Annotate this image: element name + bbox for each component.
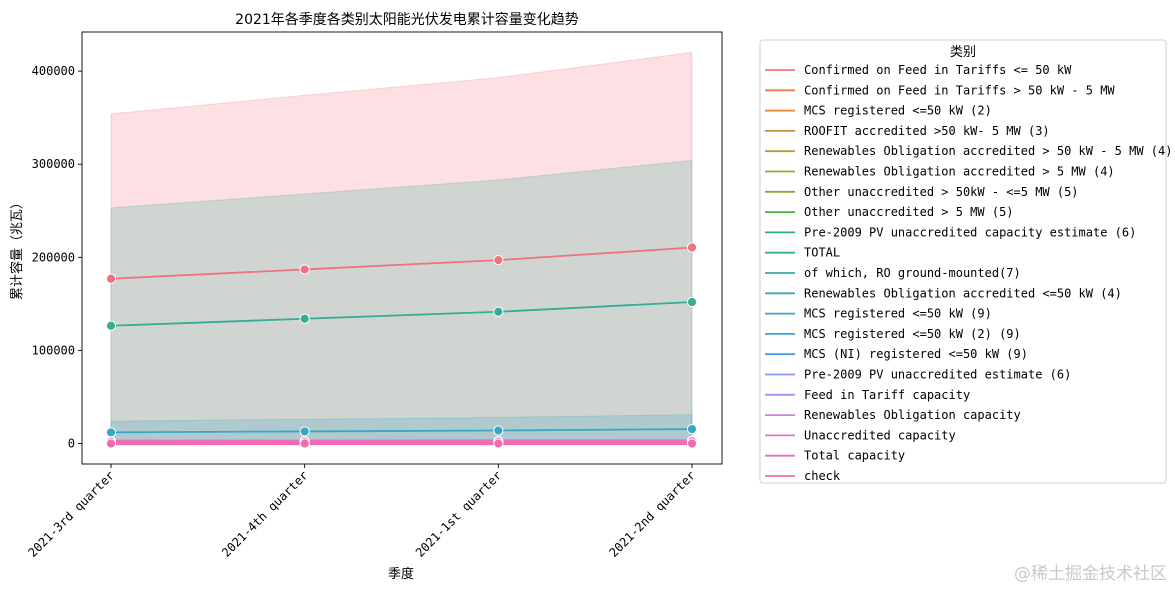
band-total xyxy=(110,159,693,445)
x-tick-label: 2021-4th quarter xyxy=(219,468,311,560)
legend-entry-label: MCS registered <=50 kW (2) xyxy=(804,104,992,118)
series-line-total xyxy=(110,301,693,327)
legend-entry-label: MCS registered <=50 kW (2) (9) xyxy=(804,327,1021,341)
point-total-3 xyxy=(686,296,698,308)
legend: 类别 Confirmed on Feed in Tariffs <= 50 kW… xyxy=(759,39,1172,484)
x-tick-label: 2021-3rd quarter xyxy=(25,468,117,560)
y-tick-label: 300000 xyxy=(32,157,75,171)
legend-entry-label: MCS (NI) registered <=50 kW (9) xyxy=(804,347,1028,361)
point-check-3 xyxy=(686,438,698,449)
point-check-1 xyxy=(299,438,310,449)
point-mcs-registered-50-kw-9-2 xyxy=(493,425,504,436)
point-mcs-registered-50-kw-9-3 xyxy=(686,423,698,435)
point-confirmed-on-feed-in-tariffs-50-kw-1 xyxy=(299,264,310,275)
legend-entry-label: Confirmed on Feed in Tariffs > 50 kW - 5… xyxy=(804,83,1115,97)
series-line-confirmed-on-feed-in-tariffs-50-kw xyxy=(110,246,693,280)
y-axis: 0 100000 200000 300000 400000 xyxy=(32,64,82,451)
point-check-2 xyxy=(493,438,504,449)
x-axis: 2021-3rd quarter 2021-4th quarter 2021-1st… xyxy=(25,464,698,560)
legend-entry-label: Unaccredited capacity xyxy=(804,428,956,442)
y-tick-label: 400000 xyxy=(32,64,75,78)
confidence-bands xyxy=(110,51,693,445)
point-confirmed-on-feed-in-tariffs-50-kw-2 xyxy=(493,255,504,266)
point-check-0 xyxy=(105,438,117,449)
legend-entry-label: Other unaccredited > 50kW - <=5 MW (5) xyxy=(804,185,1079,199)
legend-entry-label: Pre-2009 PV unaccredited estimate (6) xyxy=(804,368,1071,382)
y-tick-label: 200000 xyxy=(32,250,75,264)
legend-entry-label: TOTAL xyxy=(804,246,840,260)
legend-entry-label: Pre-2009 PV unaccredited capacity estima… xyxy=(804,225,1136,239)
x-axis-label: 季度 xyxy=(388,566,414,582)
legend-entry-label: Other unaccredited > 5 MW (5) xyxy=(804,205,1014,219)
legend-entry-label: Renewables Obligation accredited > 5 MW … xyxy=(804,165,1115,179)
chart-title: 2021年各季度各类别太阳能光伏发电累计容量变化趋势 xyxy=(235,11,579,28)
series-lines xyxy=(110,246,693,446)
legend-entry-label: Renewables Obligation accredited > 50 kW… xyxy=(804,144,1172,158)
legend-entry-label: Feed in Tariff capacity xyxy=(804,388,970,402)
legend-entry-label: ROOFIT accredited >50 kW- 5 MW (3) xyxy=(804,124,1050,138)
point-confirmed-on-feed-in-tariffs-50-kw-0 xyxy=(105,273,117,284)
point-total-0 xyxy=(105,320,117,331)
legend-entry-label: Total capacity xyxy=(804,449,905,463)
legend-frame xyxy=(759,39,1167,484)
legend-entry-label: Renewables Obligation accredited <=50 kW… xyxy=(804,286,1122,300)
point-mcs-registered-50-kw-9-0 xyxy=(105,427,117,438)
legend-entry-label: MCS registered <=50 kW (9) xyxy=(804,307,992,321)
x-tick-label: 2021-2nd quarter xyxy=(606,468,698,560)
point-mcs-registered-50-kw-9-1 xyxy=(299,426,310,437)
point-total-2 xyxy=(493,306,504,317)
point-total-1 xyxy=(299,313,310,324)
x-tick-label: 2021-1st quarter xyxy=(413,468,505,560)
y-axis-label: 累计容量（兆瓦） xyxy=(9,196,25,300)
legend-entry-label: Renewables Obligation capacity xyxy=(804,408,1021,422)
legend-title: 类别 xyxy=(950,45,976,60)
legend-entry-label: check xyxy=(804,469,841,483)
y-tick-label: 100000 xyxy=(32,343,75,357)
series-line-mcs-registered-50-kw-9 xyxy=(110,428,693,434)
legend-entry-label: Confirmed on Feed in Tariffs <= 50 kW xyxy=(804,63,1072,77)
plot-area-frame xyxy=(81,31,723,465)
y-tick-label: 0 xyxy=(68,437,75,451)
watermark: @稀土掘金技术社区 xyxy=(1014,564,1167,584)
series-markers xyxy=(105,242,698,449)
legend-entry-label: of which, RO ground-mounted(7) xyxy=(804,266,1021,280)
point-confirmed-on-feed-in-tariffs-50-kw-3 xyxy=(686,242,698,253)
